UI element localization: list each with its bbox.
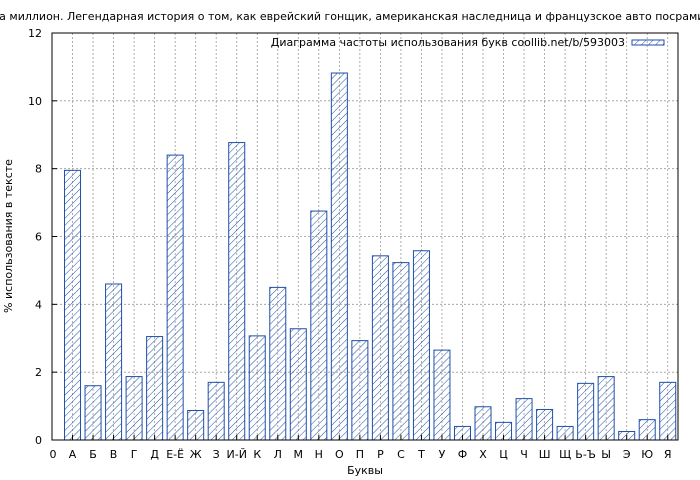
y-tick-label: 4 (35, 298, 42, 311)
x-tick-label: Ы (601, 448, 611, 461)
x-tick-label: Я (664, 448, 672, 461)
x-tick-label: Х (479, 448, 487, 461)
x-tick-label: Ж (190, 448, 202, 461)
grid (52, 33, 678, 440)
y-axis: 0 2 4 6 8 10 12 (28, 27, 57, 447)
x-tick-label: И-Й (227, 448, 247, 461)
bar-9 (248, 335, 266, 441)
x-tick-label: Ь-Ъ (575, 448, 596, 461)
x-tick-label: Б (89, 448, 97, 461)
bars (64, 72, 677, 441)
y-tick-label: 12 (28, 27, 42, 40)
x-tick-label: Э (623, 448, 631, 461)
x-tick-label: Ю (641, 448, 653, 461)
x-tick-label: Г (131, 448, 138, 461)
y-tick-label: 0 (35, 434, 42, 447)
x-axis: 0 А Б В Г Д Е-Ё Ж З И-Й К Л М Н О П Р С Т У Ф Х Ц Ч Ш Щ Ь-Ъ Ы Э Ю Я (50, 435, 672, 461)
x-tick-label: Ц (499, 448, 508, 461)
bar-3 (125, 376, 143, 441)
bar-2 (105, 283, 123, 441)
x-tick-label: Д (150, 448, 159, 461)
x-tick-label: У (439, 448, 446, 461)
x-tick-label: З (213, 448, 220, 461)
bar-25 (577, 382, 595, 441)
bar-10 (269, 286, 287, 441)
x-tick-label: Е-Ё (166, 448, 184, 461)
legend-swatch (631, 39, 665, 46)
bar-13 (330, 72, 348, 441)
x-tick-label: А (69, 448, 77, 461)
x-tick-label: М (294, 448, 304, 461)
bar-11 (289, 328, 307, 441)
legend-label: Диаграмма частоты использования букв coo… (271, 36, 625, 49)
x-tick-label: К (253, 448, 261, 461)
x-tick-label: Т (417, 448, 425, 461)
x-tick-label: С (397, 448, 405, 461)
bar-8 (228, 142, 246, 441)
chart-title: ь на миллион. Легендарная история о том,… (0, 10, 700, 23)
y-axis-label: % использования в тексте (2, 159, 15, 313)
bar-16 (392, 262, 410, 441)
x-tick-label: Н (315, 448, 323, 461)
bar-22 (515, 398, 533, 441)
bar-17 (412, 250, 430, 441)
y-tick-label: 10 (28, 95, 42, 108)
x-tick-label: Ч (520, 448, 528, 461)
bar-26 (597, 376, 615, 441)
x-tick-label: О (335, 448, 344, 461)
x-tick-label: В (110, 448, 118, 461)
x-tick-label: 0 (50, 448, 57, 461)
y-tick-label: 8 (35, 163, 42, 176)
bar-5 (166, 154, 184, 441)
bar-4 (146, 336, 164, 441)
bar-29 (659, 381, 677, 441)
y-tick-label: 6 (35, 231, 42, 244)
bar-7 (207, 381, 225, 441)
x-tick-label: Р (377, 448, 384, 461)
bar-1 (84, 385, 102, 441)
x-axis-label: Буквы (347, 464, 383, 477)
y-tick-label: 2 (35, 366, 42, 379)
bar-12 (310, 210, 328, 441)
bar-18 (433, 349, 451, 441)
x-tick-label: Ф (458, 448, 467, 461)
legend: Диаграмма частоты использования букв coo… (271, 36, 665, 49)
bar-0 (64, 169, 82, 441)
x-tick-label: Л (274, 448, 282, 461)
x-tick-label: Щ (559, 448, 571, 461)
bar-15 (371, 255, 389, 441)
x-tick-label: П (356, 448, 364, 461)
x-tick-label: Ш (539, 448, 551, 461)
bar-14 (351, 340, 369, 441)
